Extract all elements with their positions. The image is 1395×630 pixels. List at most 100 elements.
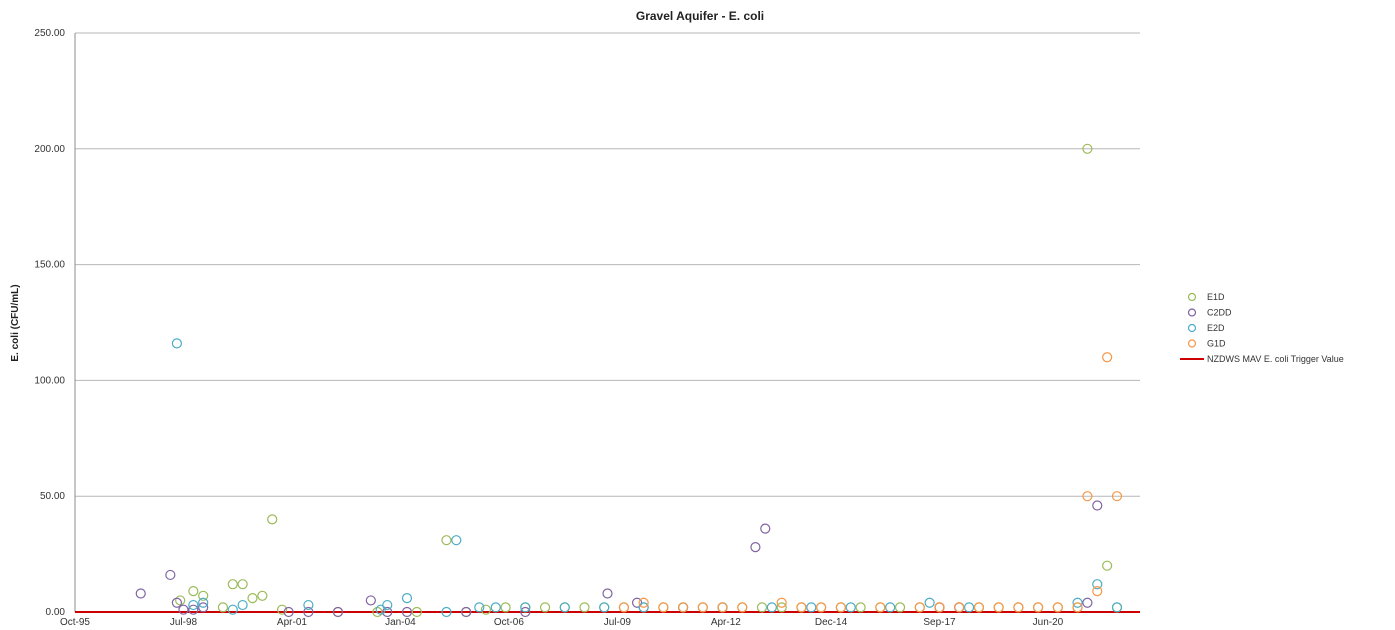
data-point [198,597,209,608]
data-point [894,602,906,613]
data-point [1102,560,1113,571]
data-point [411,606,422,618]
data-point [914,602,925,613]
data-point [697,602,708,613]
x-tick-label: Sep-17 [923,617,956,628]
data-point [237,599,248,611]
data-point [638,602,649,613]
data-point [303,599,314,611]
data-point [963,602,975,613]
legend-label: E2D [1207,323,1225,333]
data-point [188,604,199,615]
y-tick-label: 150.00 [34,260,65,271]
data-point [441,535,452,546]
data-point [954,602,965,613]
data-point [188,599,199,611]
data-point [303,606,314,618]
data-point [750,542,761,553]
data-point [717,602,728,613]
x-axis-ticks: Oct-95 Jul-98 Apr-01 Jan-04 Oct-06 Jul-09 Apr-… [60,617,1064,628]
data-point [1072,602,1083,613]
data-point [1111,491,1123,502]
data-point [1082,491,1093,502]
data-point [480,604,491,615]
data-point [171,338,182,349]
legend-label: NZDWS MAV E. coli Trigger Value [1207,354,1344,364]
data-point [401,606,413,618]
legend-marker [1187,339,1197,348]
data-point [474,602,485,613]
data-point [283,606,294,618]
x-tick-label: Oct-06 [494,617,524,628]
data-point [875,602,886,613]
data-point [924,597,935,608]
data-point [602,588,613,599]
data-point [441,606,452,618]
data-point [500,602,511,613]
data-points [135,143,1123,618]
data-point [835,602,846,613]
data-point [276,604,288,615]
data-point [382,599,393,611]
data-point [451,535,462,546]
data-point [247,593,258,604]
data-point [559,602,570,613]
x-tick-label: Jan-04 [385,617,416,628]
data-point [618,602,630,613]
data-point [1082,143,1093,154]
chart-title: Gravel Aquifer - E. coli [636,9,764,23]
data-point [490,602,501,613]
data-point [1092,500,1103,511]
data-point [1102,352,1113,363]
x-tick-label: Apr-01 [277,617,307,628]
data-point [1052,602,1063,613]
data-point [382,606,393,618]
y-tick-label: 100.00 [34,375,65,386]
x-tick-label: Jun-20 [1033,617,1064,628]
data-point [198,602,209,613]
data-point [973,602,985,613]
x-tick-label: Oct-95 [60,617,90,628]
data-point [227,579,238,590]
data-point [776,597,787,608]
data-point [855,602,866,613]
x-tick-label: Apr-12 [711,617,741,628]
data-point [165,569,176,581]
y-tick-label: 50.00 [40,491,65,502]
data-point [806,602,817,613]
data-point [1072,597,1083,608]
x-tick-label: Jul-09 [604,617,632,628]
y-tick-label: 250.00 [34,28,65,39]
data-point [372,606,383,618]
data-point [171,597,182,608]
data-point [178,604,189,615]
data-point [599,602,610,613]
legend-marker [1187,323,1197,333]
data-point [227,604,238,615]
series-g1d [618,352,1123,613]
legend-label: C2DD [1207,308,1232,318]
data-point [520,602,531,613]
data-point [188,586,199,597]
legend-label: G1D [1207,339,1226,349]
data-point [1033,602,1044,613]
data-point [885,602,896,613]
data-point [198,590,209,601]
y-axis-ticks: 0.00 50.00 100.00 150.00 200.00 250.00 [34,28,65,618]
legend: E1D C2DD E2D G1D NZDWS MAV E. coli Trigger V… [1180,292,1344,364]
data-point [766,602,777,613]
data-point [267,514,278,525]
legend-marker [1187,292,1197,302]
data-point [1092,586,1103,597]
y-tick-label: 200.00 [34,144,65,155]
data-point [1082,597,1093,608]
data-point [237,579,248,590]
x-tick-label: Dec-14 [815,617,848,628]
data-point [845,602,856,613]
data-point [756,602,768,613]
data-point [760,523,771,534]
y-axis-label: E. coli (CFU/mL) [10,284,21,361]
data-point [1013,602,1024,613]
data-point [401,593,413,604]
